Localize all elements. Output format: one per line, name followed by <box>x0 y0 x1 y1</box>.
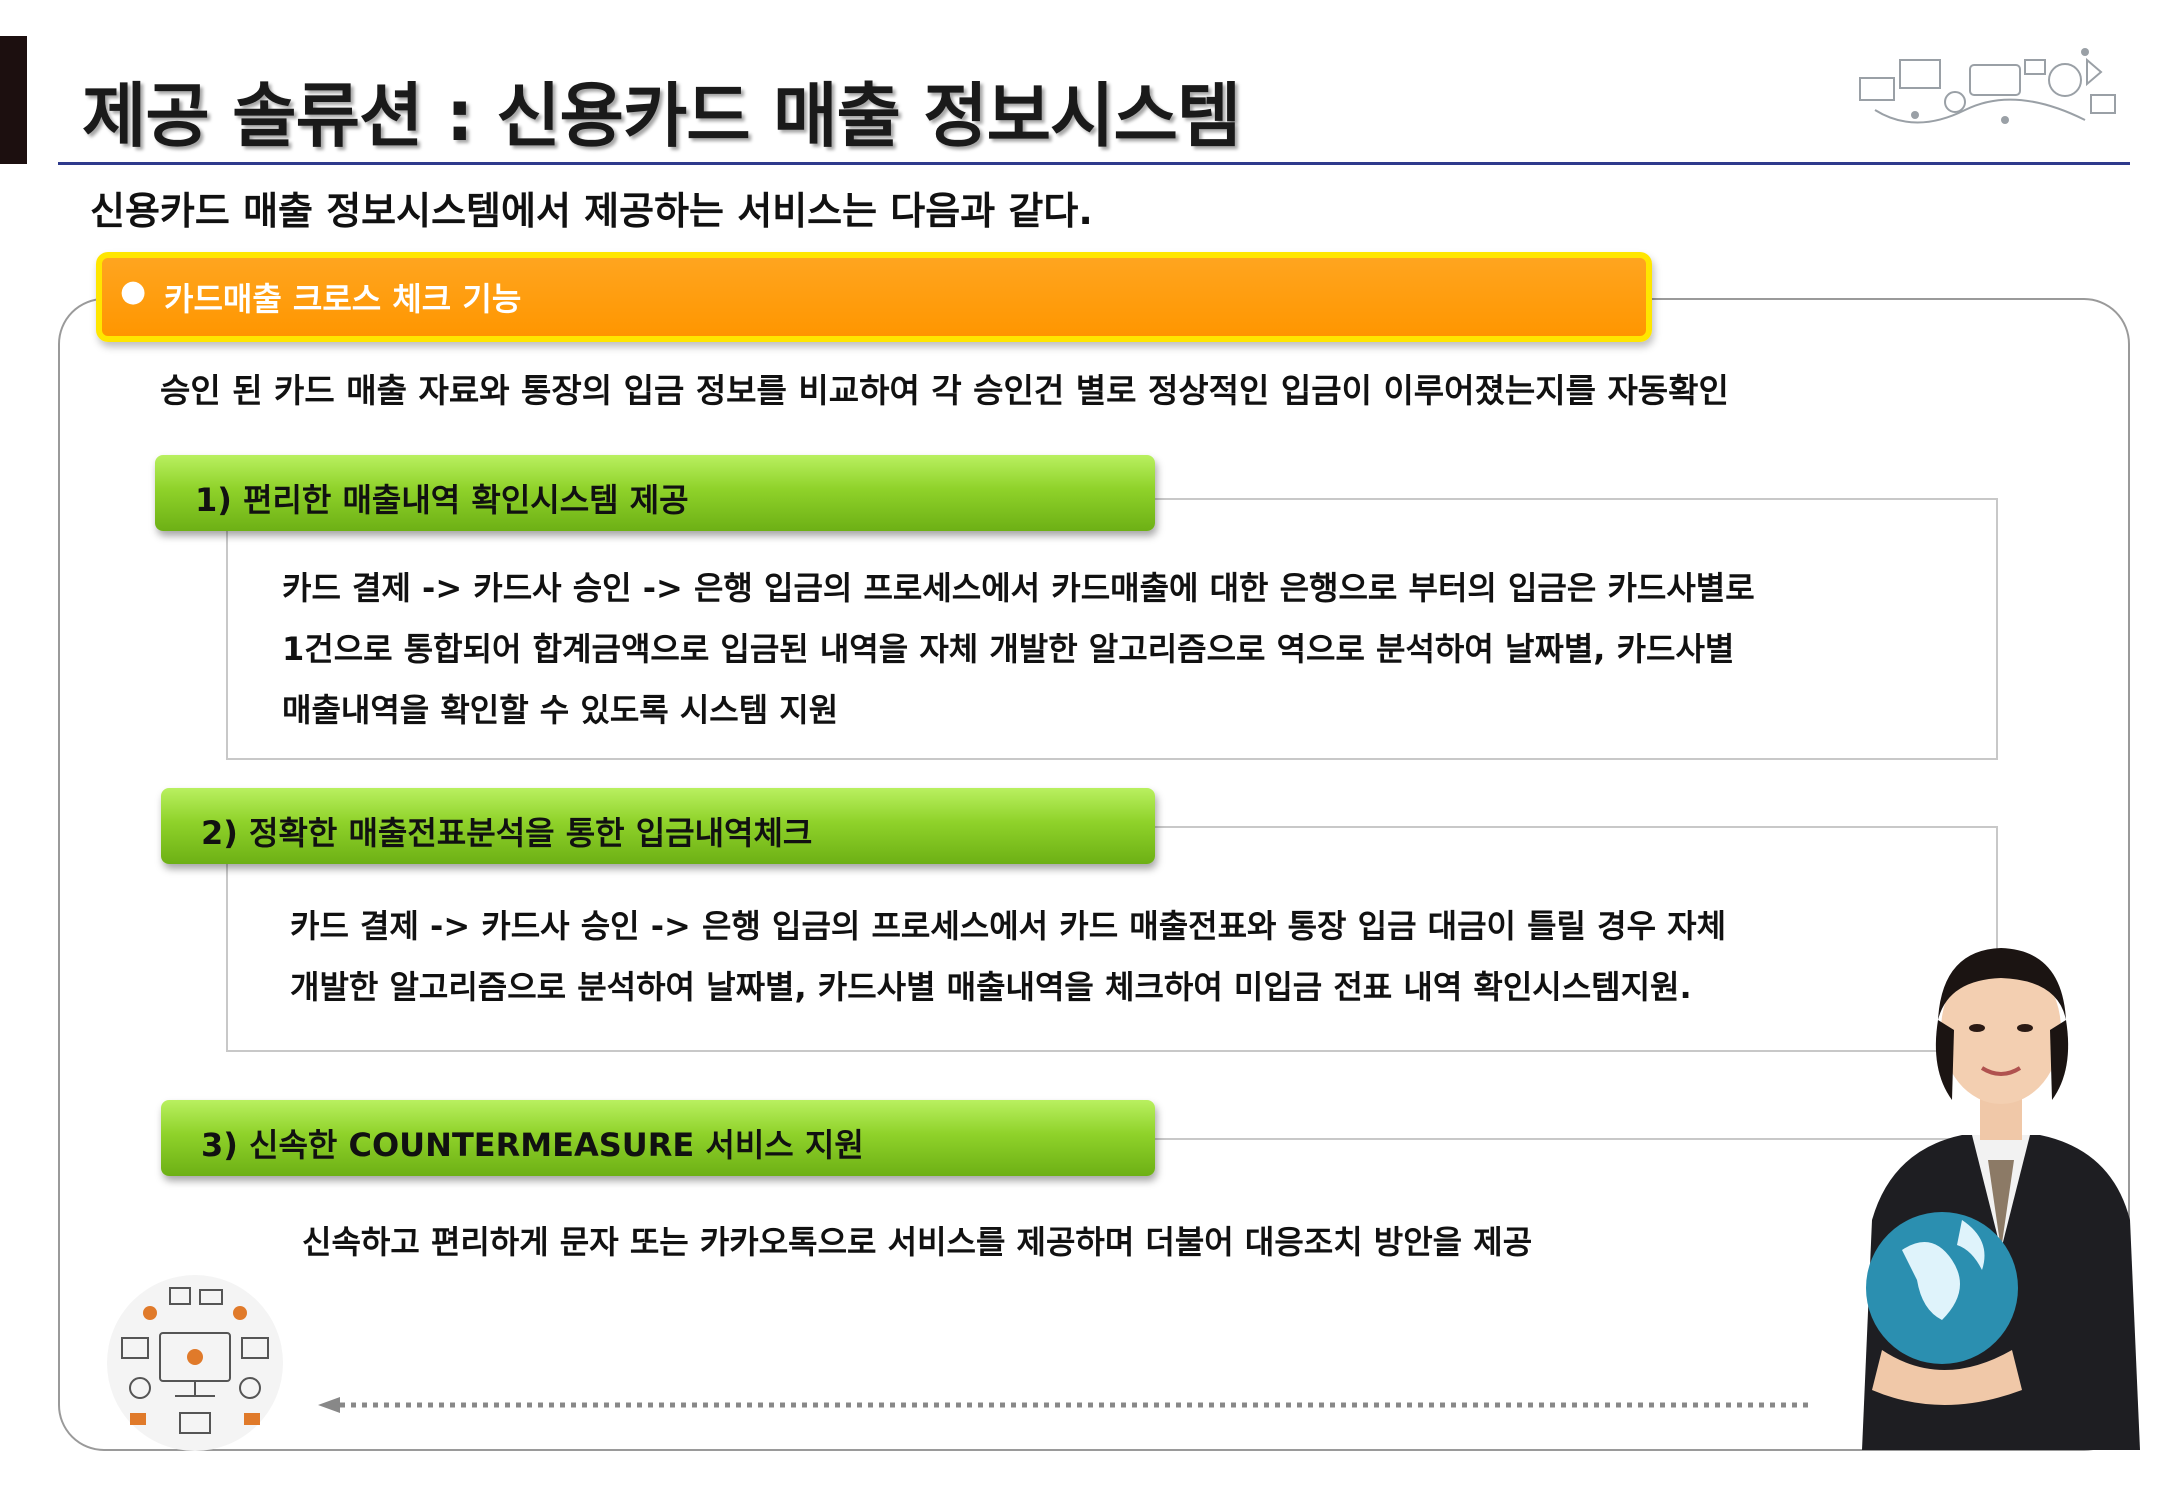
section-1-heading: 1) 편리한 매출내역 확인시스템 제공 <box>195 481 689 519</box>
feature-banner-label: 카드매출 크로스 체크 기능 <box>164 280 522 318</box>
feature-description: 승인 된 카드 매출 자료와 통장의 입금 정보를 비교하여 각 승인건 별로 … <box>160 371 1729 410</box>
section-2-heading-bar: 2) 정확한 매출전표분석을 통한 입금내역체크 <box>161 788 1155 864</box>
section-2-line: 카드 결제 -> 카드사 승인 -> 은행 입금의 프로세스에서 카드 매출전표… <box>290 907 1727 945</box>
left-accent-bar <box>0 36 27 164</box>
dotted-arrow-left-icon <box>318 1397 1813 1413</box>
section-2-heading: 2) 정확한 매출전표분석을 통한 입금내역체크 <box>201 814 813 852</box>
section-1-line: 1건으로 통합되어 합계금액으로 입금된 내역을 자체 개발한 알고리즘으로 역… <box>282 630 1735 668</box>
section-1-heading-bar: 1) 편리한 매출내역 확인시스템 제공 <box>155 455 1155 531</box>
section-3-heading: 3) 신속한 COUNTERMEASURE 서비스 지원 <box>201 1126 864 1164</box>
page-title: 제공 솔류션 : 신용카드 매출 정보시스템 <box>82 75 1241 157</box>
businesswoman-with-globe-image <box>1862 948 2140 1450</box>
section-3-line: 신속하고 편리하게 문자 또는 카카오톡으로 서비스를 제공하며 더불어 대응조… <box>302 1223 1533 1261</box>
section-1-line: 카드 결제 -> 카드사 승인 -> 은행 입금의 프로세스에서 카드매출에 대… <box>282 569 1755 607</box>
page-subtitle: 신용카드 매출 정보시스템에서 제공하는 서비스는 다음과 같다. <box>90 189 1093 233</box>
title-underline <box>58 162 2130 165</box>
feature-banner: ● 카드매출 크로스 체크 기능 <box>96 252 1652 342</box>
tech-icons-illustration <box>1859 48 2116 124</box>
bullet-icon: ● <box>120 274 147 309</box>
section-3-heading-bar: 3) 신속한 COUNTERMEASURE 서비스 지원 <box>161 1100 1155 1176</box>
tech-icon-cluster-illustration <box>107 1275 283 1451</box>
section-1-line: 매출내역을 확인할 수 있도록 시스템 지원 <box>282 691 839 729</box>
section-2-line: 개발한 알고리즘으로 분석하여 날짜별, 카드사별 매출내역을 체크하여 미입금… <box>290 968 1692 1006</box>
